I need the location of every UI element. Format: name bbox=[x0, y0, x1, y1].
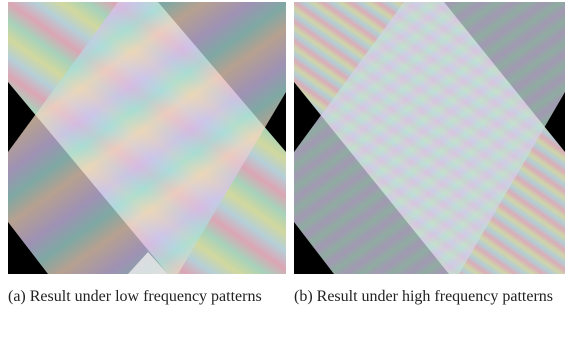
result-image-low bbox=[8, 2, 286, 274]
result-image-high bbox=[294, 2, 565, 274]
caption: (b) Result under high frequency patterns bbox=[294, 285, 565, 309]
page: (a) Result under low frequency patterns … bbox=[0, 0, 571, 338]
caption: (a) Result under low frequency patterns bbox=[8, 285, 288, 309]
